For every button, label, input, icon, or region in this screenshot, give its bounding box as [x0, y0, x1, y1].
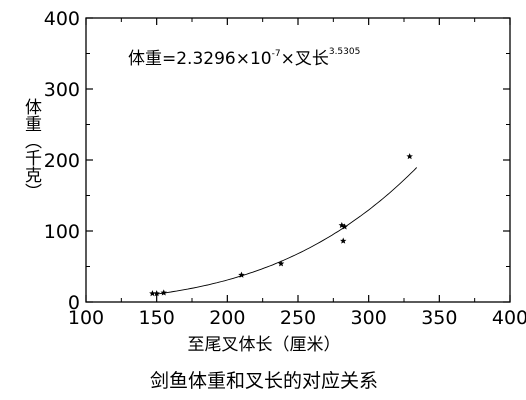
x-tick-label: 400 [492, 307, 526, 329]
data-point [160, 289, 167, 296]
x-tick-label: 150 [139, 307, 175, 329]
y-tick-label: 200 [44, 150, 80, 172]
y-axis-title: 体重（千克） [21, 98, 42, 200]
data-point [153, 290, 160, 297]
x-tick-label: 100 [68, 307, 104, 329]
data-point [238, 271, 245, 278]
equation-label: 体重=2.3296×10-7×叉长3.5305 [128, 47, 360, 69]
data-point [340, 237, 347, 244]
chart-title: 剑鱼体重和叉长的对应关系 [150, 370, 378, 392]
y-tick-label: 300 [44, 79, 80, 101]
x-tick-label: 300 [351, 307, 387, 329]
data-point [406, 153, 413, 160]
fit-curve [156, 167, 418, 295]
axis-ticks [85, 17, 511, 303]
equation-prefix: 体重=2.3296×10 [128, 49, 272, 69]
y-tick-label: 0 [68, 292, 80, 314]
x-tick-label: 350 [421, 307, 457, 329]
y-tick-labels: 0 100 200 300 400 [44, 8, 80, 314]
x-tick-labels: 100 150 200 250 300 350 400 [68, 307, 526, 329]
data-point [341, 223, 348, 230]
equation-exponent-2: 3.5305 [329, 47, 361, 57]
equation-middle: ×叉长 [281, 49, 329, 69]
data-point [277, 260, 285, 267]
data-points [149, 153, 413, 297]
y-tick-label: 400 [44, 8, 80, 30]
data-point [149, 290, 156, 297]
y-tick-label: 100 [44, 221, 80, 243]
x-tick-label: 200 [209, 307, 245, 329]
x-axis-title: 至尾叉体长（厘米） [188, 335, 341, 355]
equation-exponent-1: -7 [272, 49, 281, 59]
x-tick-label: 250 [280, 307, 316, 329]
